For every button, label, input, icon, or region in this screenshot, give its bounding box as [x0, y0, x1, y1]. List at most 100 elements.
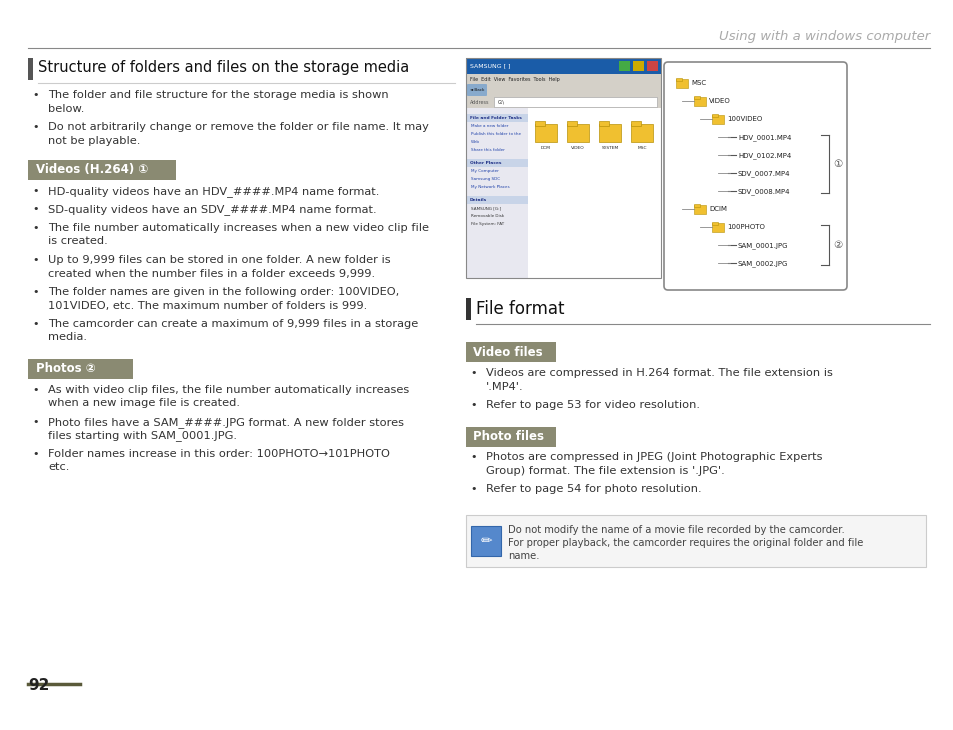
Text: The folder and file structure for the storage media is shown: The folder and file structure for the st…	[48, 90, 388, 100]
Text: is created.: is created.	[48, 237, 108, 247]
Text: MSC: MSC	[637, 146, 646, 150]
Text: ✏: ✏	[479, 534, 492, 548]
FancyBboxPatch shape	[630, 121, 640, 126]
FancyBboxPatch shape	[467, 84, 486, 96]
Text: The file number automatically increases when a new video clip file: The file number automatically increases …	[48, 223, 429, 233]
Text: File System: FAT: File System: FAT	[471, 222, 504, 226]
Text: MSC: MSC	[690, 80, 705, 86]
FancyBboxPatch shape	[693, 97, 705, 106]
Text: Other Places: Other Places	[470, 161, 501, 165]
Text: files starting with SAM_0001.JPG.: files starting with SAM_0001.JPG.	[48, 431, 236, 442]
FancyBboxPatch shape	[618, 61, 629, 71]
Text: 92: 92	[28, 678, 50, 693]
Text: SDV_0008.MP4: SDV_0008.MP4	[738, 188, 790, 195]
Text: when a new image file is created.: when a new image file is created.	[48, 399, 240, 409]
FancyBboxPatch shape	[465, 108, 527, 278]
FancyBboxPatch shape	[633, 61, 643, 71]
Text: SYSTEM: SYSTEM	[600, 146, 618, 150]
FancyBboxPatch shape	[646, 61, 658, 71]
Text: 100PHOTO: 100PHOTO	[726, 224, 764, 230]
Text: SAM_0002.JPG: SAM_0002.JPG	[738, 260, 787, 266]
Text: •: •	[32, 417, 39, 427]
FancyBboxPatch shape	[465, 515, 925, 567]
FancyBboxPatch shape	[465, 74, 660, 84]
Text: Group) format. The file extension is '.JPG'.: Group) format. The file extension is '.J…	[485, 466, 724, 476]
Text: •: •	[32, 319, 39, 329]
Text: File  Edit  View  Favorites  Tools  Help: File Edit View Favorites Tools Help	[470, 77, 559, 82]
Text: VIDEO: VIDEO	[708, 98, 730, 104]
Text: The camcorder can create a maximum of 9,999 files in a storage: The camcorder can create a maximum of 9,…	[48, 319, 417, 329]
Text: HD-quality videos have an HDV_####.MP4 name format.: HD-quality videos have an HDV_####.MP4 n…	[48, 186, 379, 197]
Text: SD-quality videos have an SDV_####.MP4 name format.: SD-quality videos have an SDV_####.MP4 n…	[48, 204, 376, 215]
Text: File format: File format	[476, 300, 564, 318]
Text: Details: Details	[470, 198, 487, 202]
Text: •: •	[470, 400, 476, 410]
Text: Using with a windows computer: Using with a windows computer	[718, 30, 929, 43]
Text: Photo files: Photo files	[473, 430, 543, 443]
FancyBboxPatch shape	[28, 359, 132, 379]
Text: SAMSUNG [ ]: SAMSUNG [ ]	[470, 64, 510, 69]
Text: Photo files have a SAM_####.JPG format. A new folder stores: Photo files have a SAM_####.JPG format. …	[48, 417, 403, 428]
Text: Videos (H.264) ①: Videos (H.264) ①	[36, 164, 149, 177]
Text: Do not modify the name of a movie file recorded by the camcorder.: Do not modify the name of a movie file r…	[507, 525, 843, 535]
Text: Refer to page 53 for video resolution.: Refer to page 53 for video resolution.	[485, 400, 700, 410]
FancyBboxPatch shape	[566, 124, 588, 142]
Text: SAMSUNG [G:]: SAMSUNG [G:]	[471, 206, 500, 210]
FancyBboxPatch shape	[711, 115, 723, 124]
Text: '.MP4'.: '.MP4'.	[485, 382, 523, 391]
Text: As with video clip files, the file number automatically increases: As with video clip files, the file numbe…	[48, 385, 409, 395]
Text: For proper playback, the camcorder requires the original folder and file: For proper playback, the camcorder requi…	[507, 538, 862, 548]
Text: Publish this folder to the: Publish this folder to the	[471, 132, 520, 136]
FancyBboxPatch shape	[527, 108, 660, 278]
Text: Do not arbitrarily change or remove the folder or file name. It may: Do not arbitrarily change or remove the …	[48, 122, 429, 132]
Text: My Computer: My Computer	[471, 169, 498, 173]
FancyBboxPatch shape	[535, 124, 557, 142]
FancyBboxPatch shape	[676, 79, 687, 88]
Text: DCM: DCM	[540, 146, 551, 150]
Text: •: •	[32, 204, 39, 215]
Text: Address: Address	[470, 99, 489, 104]
FancyBboxPatch shape	[465, 96, 660, 108]
Text: not be playable.: not be playable.	[48, 136, 140, 145]
FancyBboxPatch shape	[630, 124, 652, 142]
Text: ◄ Back: ◄ Back	[469, 88, 484, 92]
Text: Structure of folders and files on the storage media: Structure of folders and files on the st…	[38, 60, 409, 75]
Text: File and Folder Tasks: File and Folder Tasks	[470, 116, 521, 120]
FancyBboxPatch shape	[28, 160, 175, 180]
FancyBboxPatch shape	[693, 96, 700, 99]
FancyBboxPatch shape	[465, 58, 660, 74]
Text: Photos ②: Photos ②	[36, 363, 95, 375]
Text: •: •	[470, 368, 476, 378]
FancyBboxPatch shape	[598, 124, 620, 142]
FancyBboxPatch shape	[711, 114, 718, 117]
Text: Removable Disk: Removable Disk	[471, 214, 503, 218]
Text: Up to 9,999 files can be stored in one folder. A new folder is: Up to 9,999 files can be stored in one f…	[48, 255, 390, 265]
Text: •: •	[32, 90, 39, 100]
Text: Photos are compressed in JPEG (Joint Photographic Experts: Photos are compressed in JPEG (Joint Pho…	[485, 453, 821, 463]
Text: media.: media.	[48, 332, 87, 342]
FancyBboxPatch shape	[693, 204, 700, 207]
Text: G:\: G:\	[497, 99, 504, 104]
Text: •: •	[32, 186, 39, 196]
Text: SAM_0001.JPG: SAM_0001.JPG	[738, 242, 788, 249]
FancyBboxPatch shape	[693, 205, 705, 214]
Text: Refer to page 54 for photo resolution.: Refer to page 54 for photo resolution.	[485, 485, 700, 494]
Text: Share this folder: Share this folder	[471, 148, 504, 152]
FancyBboxPatch shape	[471, 526, 500, 556]
FancyBboxPatch shape	[535, 121, 544, 126]
Text: created when the number files in a folder exceeds 9,999.: created when the number files in a folde…	[48, 269, 375, 279]
Text: •: •	[32, 223, 39, 233]
FancyBboxPatch shape	[711, 223, 723, 232]
Text: VIDEO: VIDEO	[571, 146, 584, 150]
Text: below.: below.	[48, 104, 84, 113]
FancyBboxPatch shape	[676, 78, 681, 81]
Text: DCIM: DCIM	[708, 206, 726, 212]
Text: 101VIDEO, etc. The maximum number of folders is 999.: 101VIDEO, etc. The maximum number of fol…	[48, 301, 367, 310]
Text: 100VIDEO: 100VIDEO	[726, 116, 761, 122]
Text: Folder names increase in this order: 100PHOTO→101PHOTO: Folder names increase in this order: 100…	[48, 449, 390, 459]
FancyBboxPatch shape	[465, 342, 556, 362]
Text: HDV_0001.MP4: HDV_0001.MP4	[738, 134, 791, 141]
Text: SDV_0007.MP4: SDV_0007.MP4	[738, 170, 790, 177]
Text: •: •	[32, 122, 39, 132]
Text: etc.: etc.	[48, 463, 70, 472]
